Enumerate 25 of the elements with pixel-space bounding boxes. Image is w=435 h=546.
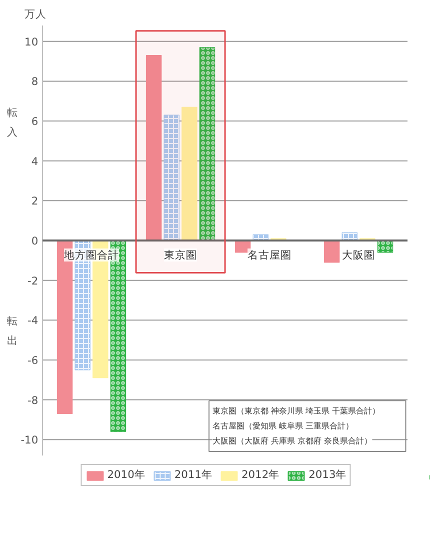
legend-label: 2010年	[107, 468, 146, 482]
y-tick-label: 8	[31, 75, 38, 88]
y-tick-label: 4	[31, 154, 38, 168]
x-tick-label: 名古屋圏	[248, 248, 292, 262]
y-tick-label: -10	[20, 434, 38, 447]
text: 転出	[6, 314, 18, 348]
legend-label: 2012年	[242, 468, 280, 482]
y-tick-label: 10	[24, 35, 38, 48]
x-tick-label: 東京圏	[164, 248, 198, 262]
text: 転入	[6, 106, 18, 138]
legend-label: 2013年	[308, 468, 347, 482]
y-axis-title: 万人	[24, 8, 46, 20]
annotation: 東京圏（東京都 神奈川県 埼玉県 千葉県合計）	[212, 406, 380, 416]
y-tick-label: -4	[27, 314, 38, 328]
y-tick-label: 6	[31, 115, 38, 128]
y-tick-label: 2	[31, 194, 38, 208]
y-tick-label: -8	[27, 394, 38, 407]
y-tick-label: -6	[27, 354, 38, 367]
y-tick-label: -2	[27, 274, 38, 288]
y-tick-label: 0	[31, 234, 38, 248]
legend-label: 2011年	[174, 468, 212, 482]
x-tick-label: 地方圏合計	[63, 248, 120, 262]
x-tick-label: 大阪圏	[342, 248, 376, 262]
annotation: 大阪圏（大阪府 兵庫県 京都府 奈良県合計）	[212, 436, 372, 446]
annotation: 名古屋圏（愛知県 岐阜県 三重県合計）	[212, 422, 354, 431]
